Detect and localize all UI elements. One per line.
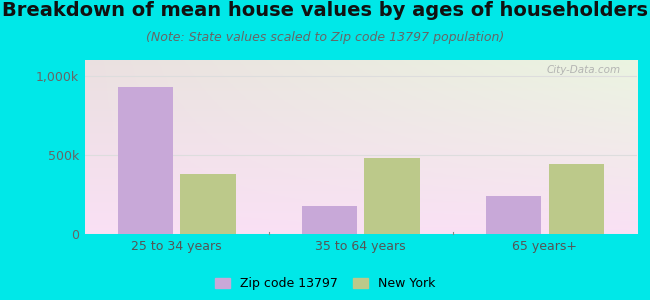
Text: (Note: State values scaled to Zip code 13797 population): (Note: State values scaled to Zip code 1… [146, 32, 504, 44]
Bar [118, 87, 173, 234]
Text: City-Data.com: City-Data.com [546, 65, 620, 75]
Text: Breakdown of mean house values by ages of householders: Breakdown of mean house values by ages o… [2, 2, 648, 20]
Bar [302, 206, 357, 234]
Bar [180, 174, 235, 234]
Legend: Zip code 13797, New York: Zip code 13797, New York [211, 273, 439, 294]
Bar [486, 196, 541, 234]
Bar [365, 158, 420, 234]
Bar [549, 164, 604, 234]
